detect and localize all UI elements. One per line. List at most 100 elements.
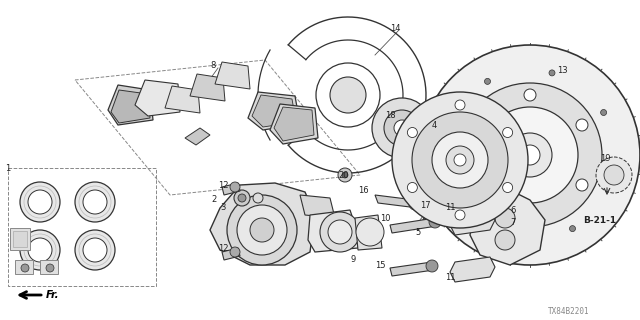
Polygon shape [450,210,495,235]
Polygon shape [390,262,434,276]
Text: 11: 11 [445,274,456,283]
Text: 9: 9 [350,255,355,265]
Circle shape [495,230,515,250]
Text: 18: 18 [385,110,396,119]
Bar [10,228,30,250]
Polygon shape [300,195,335,218]
Polygon shape [252,95,296,127]
Circle shape [524,89,536,101]
Circle shape [429,216,441,228]
Circle shape [495,208,515,228]
Text: 5: 5 [415,228,420,236]
Bar [8,168,156,286]
Polygon shape [165,86,200,113]
Polygon shape [308,210,358,252]
Text: 15: 15 [375,260,385,269]
Circle shape [237,205,287,255]
Circle shape [453,195,460,201]
Circle shape [458,83,602,227]
Circle shape [472,119,484,131]
Text: 1: 1 [5,164,10,172]
Circle shape [482,107,578,203]
Circle shape [604,165,624,185]
Circle shape [328,220,352,244]
Polygon shape [274,107,314,141]
Polygon shape [270,104,318,144]
Bar [13,231,27,247]
Polygon shape [222,183,240,195]
Circle shape [549,70,555,76]
Circle shape [75,230,115,270]
Circle shape [330,77,366,113]
Circle shape [576,119,588,131]
Circle shape [502,127,513,138]
Polygon shape [375,195,418,208]
Circle shape [227,195,297,265]
Circle shape [430,150,440,160]
Text: 10: 10 [380,213,390,222]
Polygon shape [210,183,315,265]
Text: 16: 16 [358,186,369,195]
Circle shape [20,230,60,270]
Text: Fr.: Fr. [46,290,60,300]
Circle shape [21,264,29,272]
Polygon shape [111,90,150,123]
Text: 4: 4 [432,121,437,130]
Circle shape [75,182,115,222]
Circle shape [409,198,421,210]
Circle shape [609,174,615,180]
Circle shape [342,172,348,178]
Circle shape [356,218,384,246]
Text: 6: 6 [510,205,515,214]
Circle shape [372,98,432,158]
Text: 2: 2 [211,195,216,204]
Text: 12: 12 [218,244,228,252]
Polygon shape [190,74,225,101]
Circle shape [250,218,274,242]
Text: 8: 8 [210,60,216,69]
Circle shape [230,247,240,257]
Circle shape [454,154,466,166]
Polygon shape [185,128,210,145]
Circle shape [455,100,465,110]
Circle shape [484,78,490,84]
Circle shape [445,130,451,136]
Circle shape [412,112,508,208]
Circle shape [524,209,536,221]
Polygon shape [215,62,250,89]
Text: 7: 7 [510,218,515,227]
Circle shape [520,145,540,165]
Circle shape [46,264,54,272]
Circle shape [253,193,263,203]
Circle shape [432,132,488,188]
Polygon shape [248,92,300,130]
Circle shape [422,132,434,144]
Circle shape [28,190,52,214]
Circle shape [384,110,420,146]
Circle shape [234,190,250,206]
Circle shape [455,210,465,220]
Polygon shape [470,185,545,265]
Bar [40,260,58,274]
Circle shape [420,45,640,265]
Circle shape [472,179,484,191]
Text: 11: 11 [445,203,456,212]
Circle shape [414,124,442,152]
Polygon shape [222,248,240,260]
Circle shape [20,182,60,222]
Circle shape [394,120,410,136]
Text: 14: 14 [390,23,401,33]
Circle shape [28,238,52,262]
Circle shape [426,260,438,272]
Circle shape [505,234,511,240]
Text: 20: 20 [338,171,349,180]
Circle shape [570,226,575,232]
Circle shape [408,127,417,138]
Circle shape [600,109,607,116]
Text: 13: 13 [557,66,568,75]
Circle shape [576,179,588,191]
Polygon shape [390,218,437,233]
Circle shape [83,190,107,214]
Text: 19: 19 [600,154,611,163]
Circle shape [238,194,246,202]
